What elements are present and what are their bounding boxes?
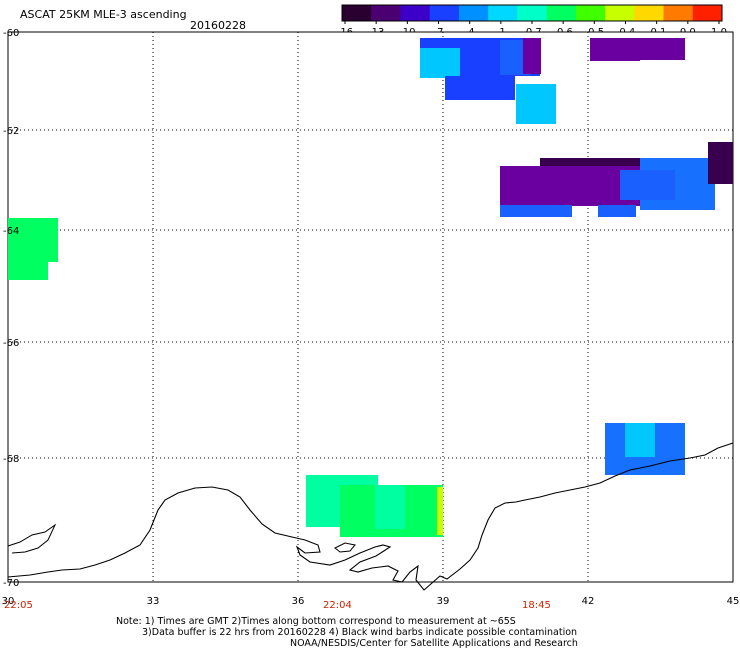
colorbar-swatch [575, 5, 606, 21]
wind-cell [620, 170, 675, 200]
wind-cells [8, 38, 733, 537]
coastline-islet [334, 542, 356, 553]
lat-label: -60 [3, 28, 19, 39]
lat-label: -68 [3, 454, 19, 465]
wind-cell [598, 205, 636, 217]
colorbar-swatch [488, 5, 518, 21]
colorbar-swatch [371, 5, 401, 21]
plot-area [7, 31, 734, 591]
note-line-3: NOAA/NESDIS/Center for Satellite Applica… [290, 638, 578, 649]
coastline [7, 442, 734, 591]
note-line-2: 3)Data buffer is 22 hrs from 20160228 4)… [142, 627, 578, 638]
title: ASCAT 25KM MLE-3 ascending [20, 8, 187, 21]
wind-cell [516, 84, 556, 124]
wind-cell [8, 218, 58, 262]
colorbar-swatch [692, 5, 723, 21]
coastline-inner [7, 523, 57, 554]
time-label-3: 18:45 [522, 600, 551, 611]
lon-label: 39 [437, 596, 450, 607]
wind-cell [375, 485, 405, 529]
lon-label: 30 [2, 596, 15, 607]
lat-label: -62 [3, 126, 19, 137]
wind-cell [708, 142, 733, 184]
colorbar-swatch [605, 5, 635, 21]
lat-label: -64 [3, 226, 19, 237]
colorbar-swatch [400, 5, 431, 21]
wind-cell [420, 48, 460, 78]
lon-label: 36 [292, 596, 305, 607]
lat-label: -70 [3, 578, 19, 589]
wind-cell [500, 205, 572, 217]
lon-label: 45 [727, 596, 740, 607]
time-label-2: 22:04 [323, 600, 352, 611]
wind-cell [437, 487, 443, 535]
wind-cell [445, 76, 515, 100]
wind-cell [540, 178, 620, 200]
colorbar-swatch [429, 5, 460, 21]
wind-cell [625, 423, 655, 457]
colorbar-swatch [342, 5, 372, 21]
note-line-1: Note: 1) Times are GMT 2)Times along bot… [116, 616, 516, 627]
colorbar-swatch [634, 5, 665, 21]
colorbar-swatch [517, 5, 548, 21]
lat-label: -66 [3, 338, 19, 349]
colorbar-swatch [663, 5, 694, 21]
lon-label: 33 [147, 596, 160, 607]
colorbar-swatch [546, 5, 577, 21]
date-label: 20160228 [190, 19, 246, 32]
wind-cell [590, 38, 685, 60]
lon-label: 42 [582, 596, 595, 607]
wind-cell [8, 262, 30, 280]
time-label-1: 22:05 [4, 600, 33, 611]
colorbar-swatch [458, 5, 489, 21]
wind-cell [523, 38, 541, 74]
wind-cell [590, 56, 640, 61]
axis-labels: 30 33 36 39 42 45 -60 -62 -64 -66 -68 -70 [2, 28, 740, 607]
